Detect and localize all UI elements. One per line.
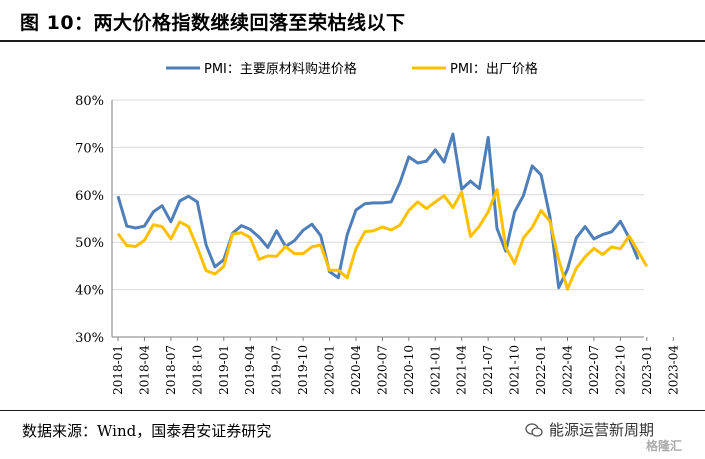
title-divider (0, 40, 705, 42)
footer-divider (0, 410, 705, 411)
x-tick-label: 2020-01 (323, 345, 337, 395)
x-tick-label: 2023-04 (666, 345, 680, 395)
y-tick-label: 40% (75, 284, 104, 299)
y-tick-label: 60% (75, 189, 104, 204)
y-tick-label: 30% (75, 331, 104, 346)
x-tick-label: 2022-10 (613, 345, 627, 395)
x-tick-label: 2019-01 (217, 345, 231, 395)
x-tick-label: 2020-07 (375, 345, 389, 395)
y-tick-label: 50% (75, 236, 104, 251)
x-tick-label: 2019-10 (296, 345, 310, 395)
title-bar: 图 10：两大价格指数继续回落至荣枯线以下 (0, 0, 705, 42)
y-axis: 30% 40% 50% 60% 70% 80% (75, 94, 113, 346)
legend-label-raw-material: PMI：主要原材料购进价格 (204, 61, 357, 77)
x-tick-label: 2018-07 (164, 345, 178, 395)
series-lines (116, 132, 649, 291)
x-tick-label: 2019-04 (243, 345, 257, 395)
page-title: 图 10：两大价格指数继续回落至荣枯线以下 (20, 12, 406, 34)
y-tick-label: 80% (75, 94, 104, 109)
line-chart: PMI：主要原材料购进价格 PMI：出厂价格 30% 40% 50% 60% 70% 80… (75, 61, 680, 395)
x-tick-label: 2018-10 (190, 345, 204, 395)
x-tick-label: 2021-01 (428, 345, 442, 395)
x-tick-label: 2022-04 (560, 345, 574, 395)
chart-legend: PMI：主要原材料购进价格 PMI：出厂价格 (166, 61, 538, 77)
data-source: 数据来源：Wind，国泰君安证券研究 (22, 422, 272, 440)
x-tick-label: 2021-10 (508, 345, 522, 395)
x-tick-label: 2020-04 (349, 345, 363, 395)
x-tick-label: 2018-01 (111, 345, 125, 395)
brand-logo-text: 格隆汇 (646, 439, 683, 453)
x-tick-label: 2023-01 (640, 345, 654, 395)
x-tick-label: 2021-04 (455, 345, 469, 395)
x-axis: 2018-01 2018-04 2018-07 2018-10 2019-01 2019-… (111, 336, 680, 395)
y-tick-label: 70% (75, 141, 104, 156)
legend-label-output-price: PMI：出厂价格 (450, 61, 538, 77)
watermark-text: 能源运营新周期 (549, 421, 655, 439)
wechat-icon (525, 422, 543, 437)
x-tick-label: 2021-07 (481, 345, 495, 395)
x-tick-label: 2020-10 (402, 345, 416, 395)
x-tick-label: 2022-01 (534, 345, 548, 395)
x-tick-label: 2018-04 (137, 345, 151, 395)
x-tick-label: 2022-07 (587, 345, 601, 395)
grid-lines (112, 99, 644, 291)
x-tick-label: 2019-07 (270, 345, 284, 395)
wechat-watermark: 能源运营新周期 (525, 419, 654, 440)
series-line-output-price (116, 188, 649, 291)
